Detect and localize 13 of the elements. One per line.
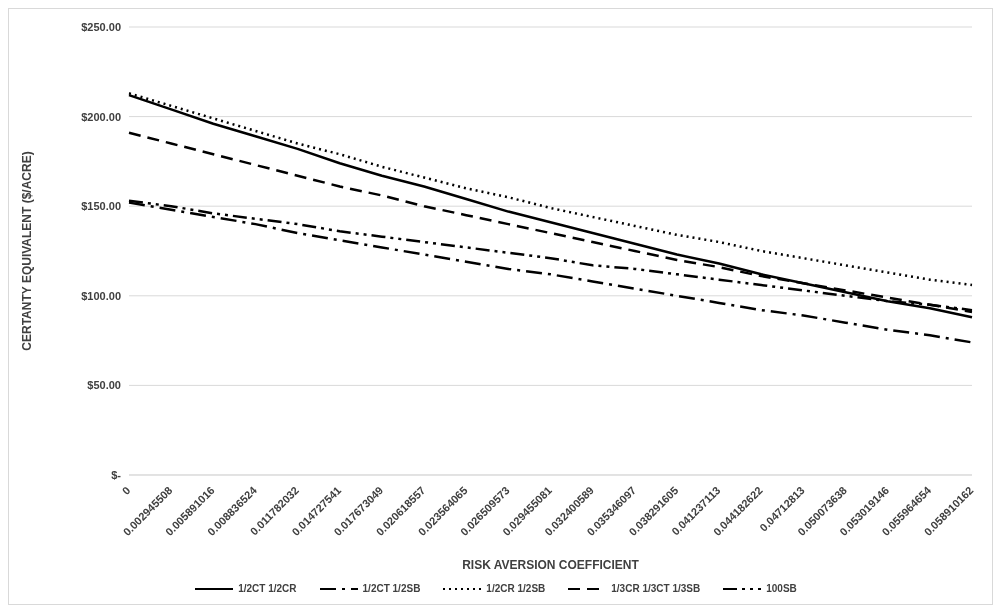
- legend-label: 1/3CR 1/3CT 1/3SB: [610, 583, 701, 594]
- legend-label: 1/2CR 1/2SB: [485, 583, 546, 594]
- y-tick-label: $-: [111, 468, 122, 481]
- x-axis-title: RISK AVERSION COEFFICIENT: [462, 558, 640, 572]
- y-tick-label: $150.00: [81, 200, 121, 213]
- legend-label: 1/2CT 1/2CR: [237, 583, 297, 594]
- y-tick-label: $250.00: [81, 20, 121, 33]
- y-tick-label: $50.00: [87, 379, 121, 392]
- legend-label: 1/2CT 1/2SB: [361, 583, 421, 594]
- y-axis-title: CERTANTY EQUIVALENT ($/ACRE): [20, 151, 35, 351]
- y-tick-label: $200.00: [81, 110, 121, 123]
- y-tick-label: $100.00: [81, 289, 121, 302]
- legend-label: 100SB: [765, 583, 797, 594]
